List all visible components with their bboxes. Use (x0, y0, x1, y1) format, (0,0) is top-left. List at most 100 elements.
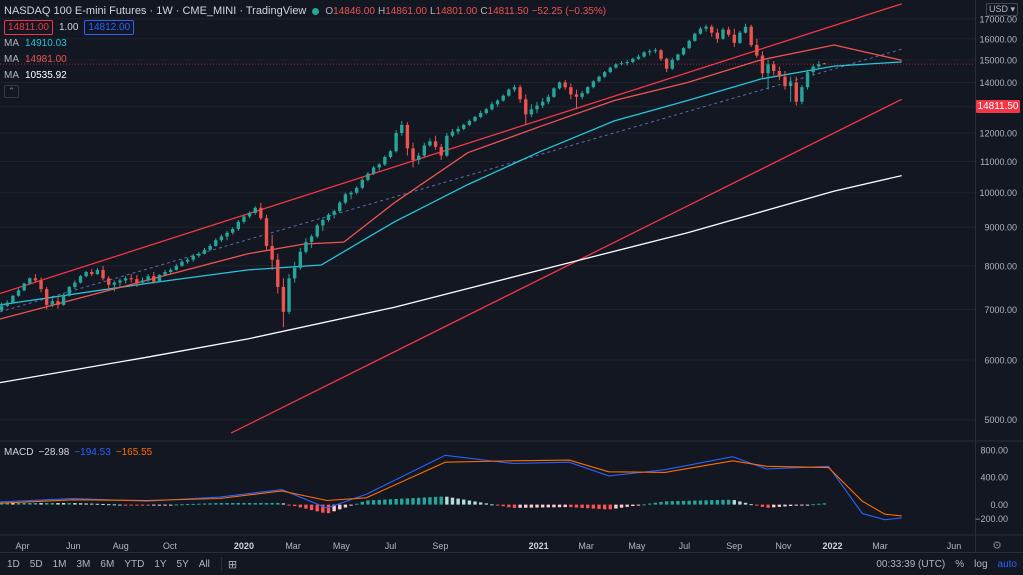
candle-body (811, 66, 815, 73)
range-5y[interactable]: 5Y (176, 558, 189, 570)
macd-histogram-bar (552, 504, 556, 508)
candle-body (788, 82, 793, 87)
candle-body (428, 141, 432, 146)
candle-body (608, 67, 612, 73)
candle-body (22, 283, 26, 291)
range-1y[interactable]: 1Y (154, 558, 167, 570)
candle-body (648, 51, 652, 53)
candle-body (749, 26, 753, 45)
range-6m[interactable]: 6M (100, 558, 115, 570)
candle-body (794, 82, 798, 102)
macd-histogram-bar (783, 504, 787, 507)
candle-body (157, 274, 162, 282)
candle-body (433, 141, 438, 147)
macd-tick-label: 800.00 (980, 445, 1008, 455)
candle-body (676, 54, 680, 60)
macd-histogram-bar (371, 500, 376, 505)
sell-button[interactable]: 14811.00 (4, 19, 53, 35)
candle-body (698, 28, 703, 34)
macd-histogram-bar (518, 504, 522, 508)
candle-body (766, 64, 770, 74)
macd-histogram-bar (56, 502, 60, 505)
candle-body (84, 271, 88, 277)
candle-body (535, 105, 539, 110)
range-5d[interactable]: 5D (29, 558, 43, 570)
candle-body (214, 240, 218, 246)
range-all[interactable]: All (198, 558, 210, 570)
macd-histogram-bar (546, 504, 550, 508)
candle-body (0, 305, 4, 311)
candle-body (123, 278, 128, 281)
macd-histogram-bar (653, 502, 658, 505)
log-scale-button[interactable]: log (974, 558, 988, 570)
price-tick-label: 12000.00 (979, 128, 1017, 138)
candle-body (383, 157, 387, 165)
macd-histogram-bar (214, 503, 218, 505)
candle-body (230, 229, 235, 233)
settings-icon[interactable]: ⚙ (992, 540, 1002, 552)
macd-histogram-bar (473, 501, 477, 505)
candle-body (304, 242, 308, 252)
candle-body (518, 87, 522, 100)
signal-line (0, 459, 902, 517)
close-value: 14811.50 (487, 6, 529, 17)
candle-body (738, 32, 742, 43)
macd-histogram-bar (608, 504, 612, 510)
candle-body (405, 124, 410, 149)
ma-legend-1[interactable]: MA 14910.03 (4, 37, 67, 49)
time-tick-label: May (628, 541, 646, 551)
candle-body (191, 255, 195, 260)
macd-legend[interactable]: MACD −28.98 −194.53 −165.55 (4, 447, 153, 458)
symbol-title[interactable]: NASDAQ 100 E-mini Futures · 1W · CME_MIN… (4, 5, 307, 17)
macd-histogram-bar (67, 502, 71, 505)
candle-body (377, 164, 381, 168)
candle-body (602, 72, 607, 77)
candle-body (16, 290, 21, 296)
candle-body (755, 44, 759, 56)
buy-button[interactable]: 14812.00 (84, 19, 135, 35)
price-tick-label: 6000.00 (984, 356, 1017, 366)
macd-histogram-bar (529, 504, 534, 508)
price-tick-label: 16000.00 (979, 34, 1017, 44)
macd-histogram-bar (101, 503, 105, 505)
price-tick-label: 10000.00 (979, 188, 1017, 198)
currency-select[interactable]: USD ▾ (986, 3, 1019, 16)
candle-body (146, 276, 150, 281)
macd-histogram-bar (73, 503, 77, 505)
percent-scale-button[interactable]: % (955, 558, 965, 570)
macd-histogram-bar (591, 504, 596, 509)
last-price-tag: 14811.50 (976, 100, 1020, 113)
range-1m[interactable]: 1M (52, 558, 67, 570)
candle-body (33, 278, 38, 281)
macd-tick-label: −200.00 (975, 514, 1008, 524)
auto-scale-button[interactable]: auto (997, 558, 1017, 570)
macd-histogram-bar (681, 500, 686, 505)
candle-body (693, 33, 697, 41)
clock[interactable]: 00:33:39 (UTC) (876, 558, 946, 570)
macd-histogram-bar (354, 503, 359, 505)
macd-histogram-bar (772, 504, 776, 508)
candle-body (456, 128, 460, 132)
macd-histogram-bar (433, 496, 438, 505)
range-1d[interactable]: 1D (7, 558, 20, 570)
candle-body (501, 95, 505, 101)
macd-histogram-bar (174, 504, 179, 506)
candle-body (360, 179, 364, 188)
time-tick-label: Mar (578, 541, 594, 551)
goto-date-icon[interactable]: ⊞ (227, 558, 238, 571)
range-ytd[interactable]: YTD (124, 558, 145, 570)
ma-legend-3[interactable]: MA 10535.92 (4, 69, 67, 81)
macd-histogram-bar (693, 500, 697, 505)
candle-body (760, 55, 765, 74)
collapse-legend-icon[interactable]: ⌃ (4, 84, 19, 98)
macd-histogram-bar (377, 499, 381, 505)
spread-value: 1.00 (58, 21, 79, 33)
candle-body (101, 269, 105, 279)
range-3m[interactable]: 3M (76, 558, 91, 570)
ma-legend-2[interactable]: MA 14981.00 (4, 53, 67, 65)
candle-body (462, 124, 466, 129)
macd-histogram-bar (259, 502, 263, 505)
macd-histogram-bar (710, 500, 714, 505)
macd-histogram-bar (112, 504, 117, 506)
